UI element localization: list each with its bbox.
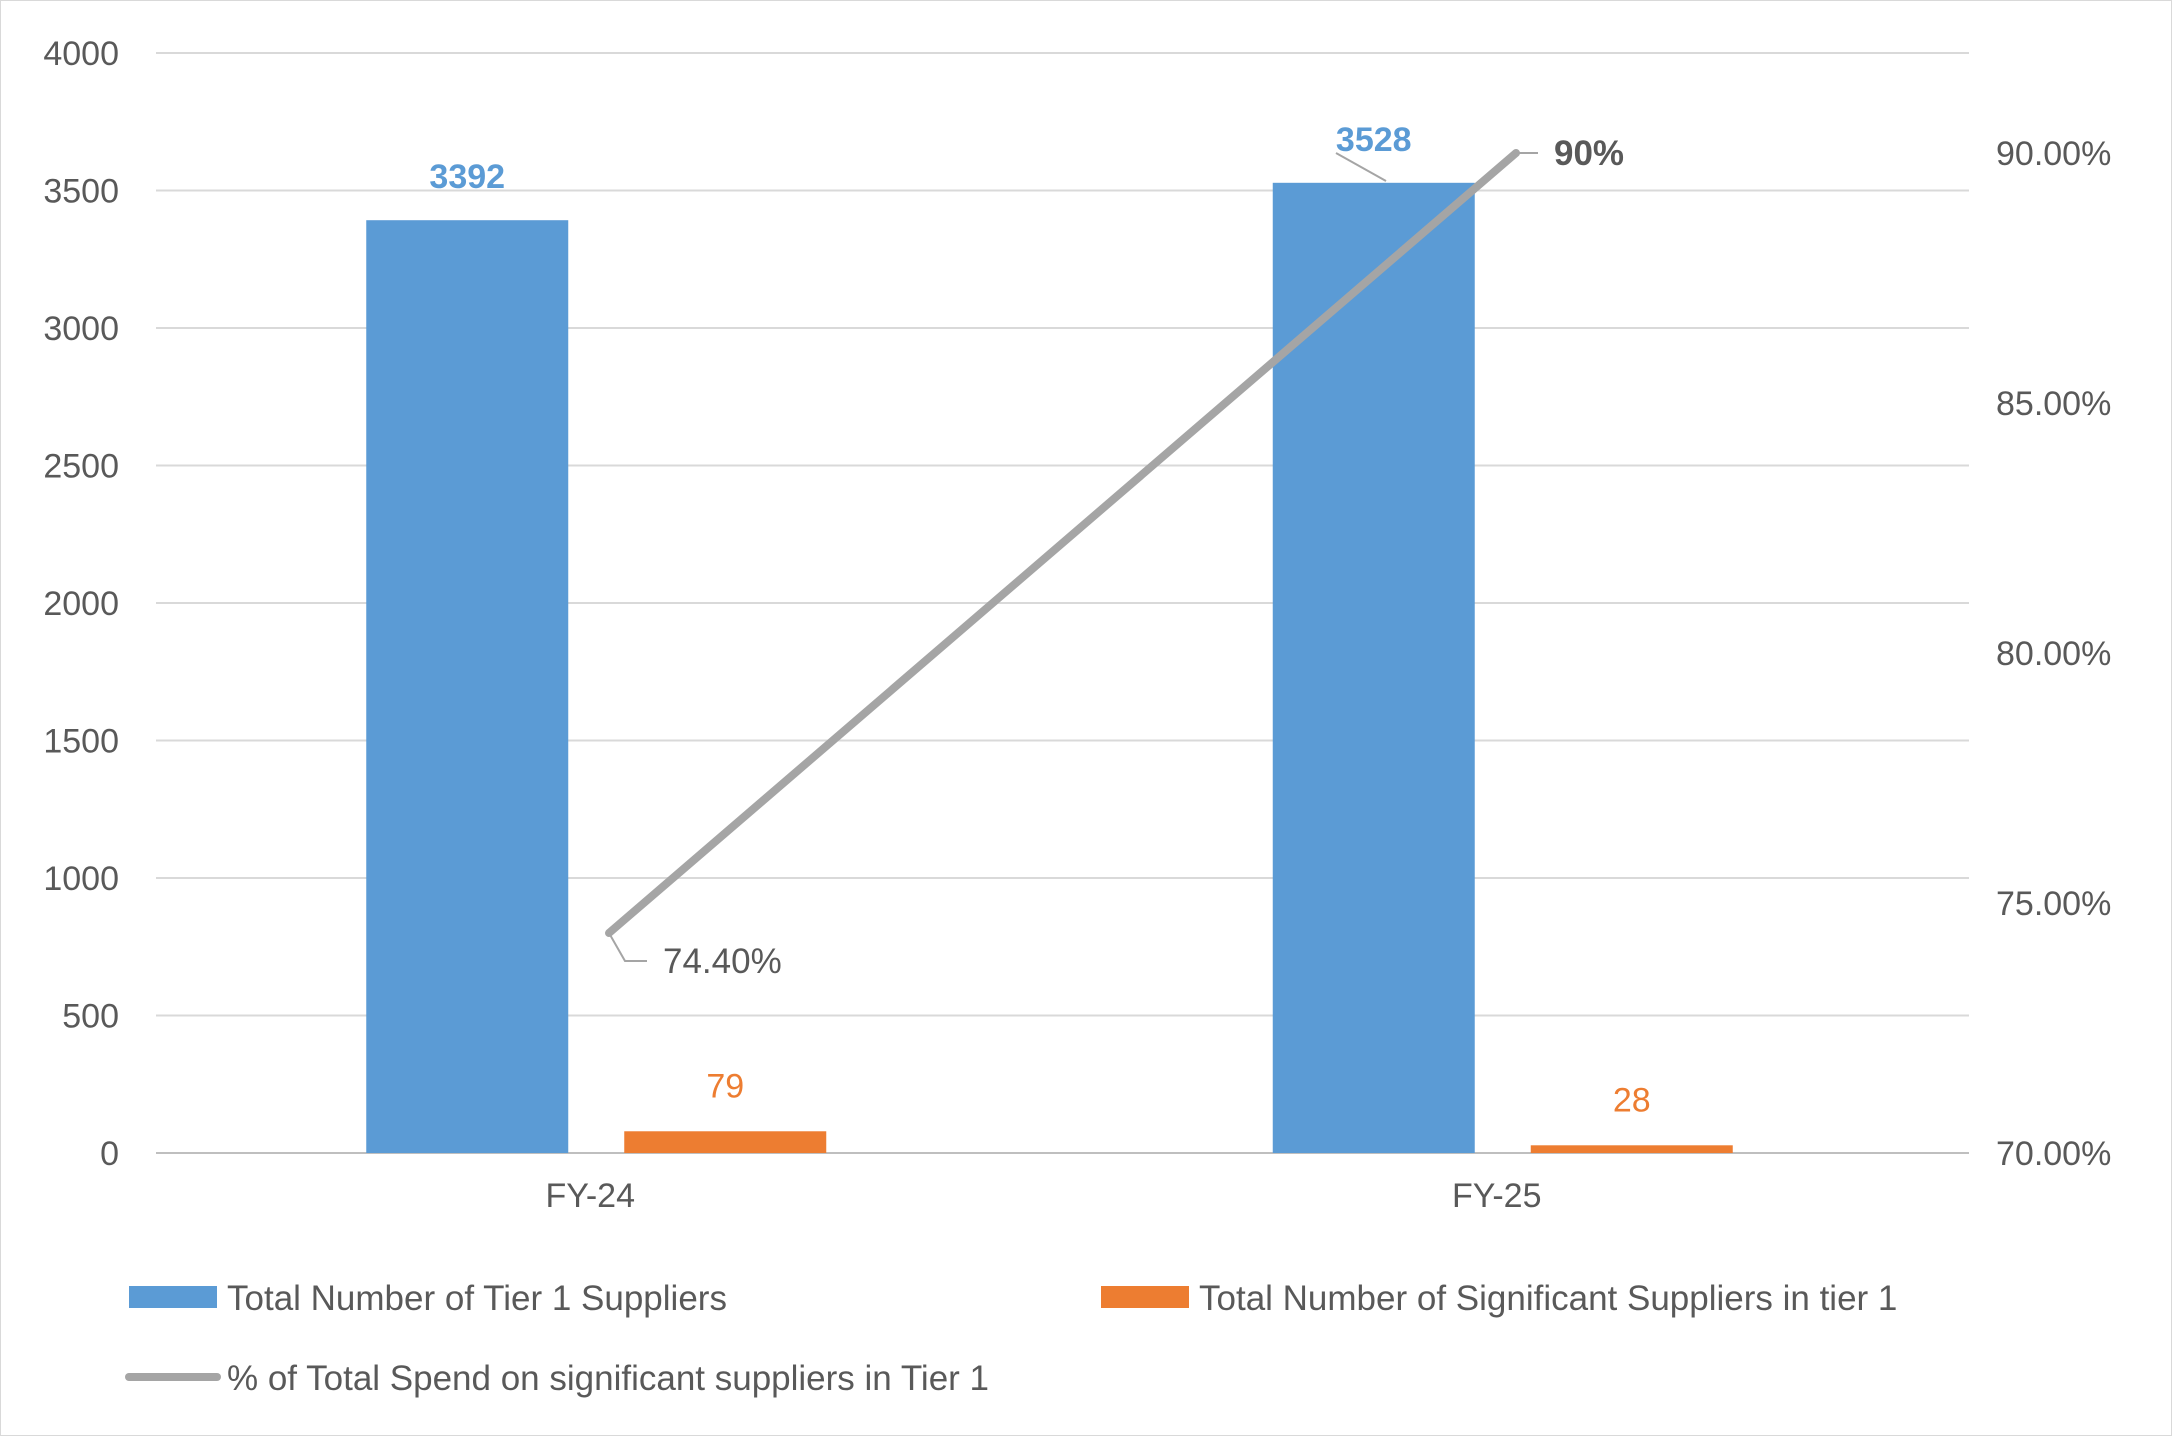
- data-labels: 3392 3528 79 28 74.40% 90%: [429, 121, 1650, 1120]
- category-label: FY-24: [546, 1177, 635, 1215]
- right-axis: 70.00% 75.00% 80.00% 85.00% 90.00%: [1996, 135, 2111, 1173]
- data-label-significant: 28: [1613, 1081, 1651, 1119]
- legend-swatch-tier1: [129, 1286, 217, 1308]
- bar-significant-suppliers: [624, 1131, 827, 1153]
- left-tick-label: 2000: [43, 585, 119, 623]
- bar-tier1-suppliers: [366, 220, 569, 1153]
- left-tick-label: 2500: [43, 448, 119, 486]
- legend-swatch-significant: [1101, 1286, 1189, 1308]
- legend-label: % of Total Spend on significant supplier…: [227, 1359, 989, 1398]
- data-label-spend-fy24: 74.40%: [663, 942, 782, 981]
- right-tick-label: 70.00%: [1996, 1135, 2111, 1173]
- leader-line-3528: [1335, 152, 1387, 182]
- left-tick-label: 4000: [43, 35, 119, 73]
- legend: Total Number of Tier 1 Suppliers Total Nu…: [125, 1279, 1897, 1398]
- left-axis: 0 500 1000 1500 2000 2500 3000 3500 4000: [43, 35, 119, 1173]
- bar-tier1-suppliers: [1272, 182, 1475, 1154]
- bar-significant-suppliers: [1530, 1145, 1733, 1153]
- right-tick-label: 85.00%: [1996, 385, 2111, 423]
- data-label-tier1: 3528: [1336, 121, 1412, 159]
- left-tick-label: 1500: [43, 723, 119, 761]
- data-label-spend-fy25: 90%: [1554, 134, 1624, 173]
- left-tick-label: 500: [62, 998, 119, 1036]
- right-tick-label: 75.00%: [1996, 885, 2111, 923]
- right-tick-label: 80.00%: [1996, 635, 2111, 673]
- left-tick-label: 3000: [43, 310, 119, 348]
- leader-line-fy24: [608, 932, 647, 962]
- category-label: FY-25: [1452, 1177, 1541, 1215]
- category-axis: FY-24 FY-25: [546, 1177, 1542, 1215]
- left-tick-label: 1000: [43, 860, 119, 898]
- legend-label: Total Number of Significant Suppliers in…: [1199, 1279, 1897, 1318]
- line-series: [605, 149, 1520, 937]
- legend-label: Total Number of Tier 1 Suppliers: [227, 1279, 727, 1318]
- line-spend-percent: [605, 149, 1520, 937]
- right-tick-label: 90.00%: [1996, 135, 2111, 173]
- left-tick-label: 0: [100, 1135, 119, 1173]
- data-label-tier1: 3392: [429, 158, 505, 196]
- bars: [366, 182, 1733, 1154]
- left-tick-label: 3500: [43, 173, 119, 211]
- data-label-significant: 79: [706, 1067, 744, 1105]
